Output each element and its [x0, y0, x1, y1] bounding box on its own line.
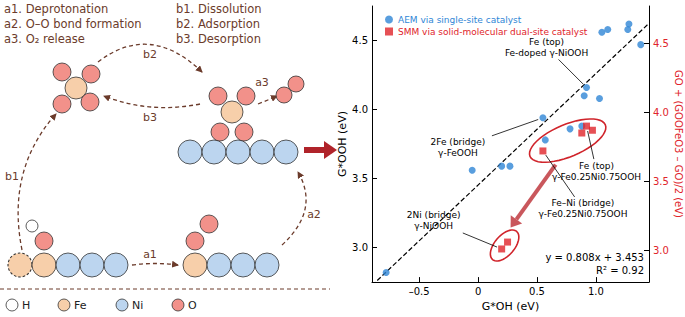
svg-text:Ni: Ni	[132, 299, 143, 312]
svg-text:SMM via solid-molecular dual-s: SMM via solid-molecular dual-site cataly…	[398, 27, 588, 37]
svg-text:γ-Fe0.25Ni0.75OOH: γ-Fe0.25Ni0.75OOH	[538, 209, 627, 219]
svg-text:0.5: 0.5	[529, 286, 545, 297]
svg-text:G*OOH (eV): G*OOH (eV)	[336, 111, 349, 177]
svg-text:Fe–Ni (bridge): Fe–Ni (bridge)	[552, 198, 615, 208]
svg-text:0: 0	[475, 286, 481, 297]
svg-text:2Fe (bridge): 2Fe (bridge)	[431, 137, 486, 147]
svg-text:3.5: 3.5	[352, 173, 368, 184]
svg-text:y = 0.808x + 3.453: y = 0.808x + 3.453	[545, 252, 644, 263]
svg-text:a3. O₂ release: a3. O₂ release	[4, 32, 85, 46]
svg-text:4.0: 4.0	[653, 107, 669, 118]
svg-text:b3. Desorption: b3. Desorption	[176, 32, 261, 46]
svg-text:G*OH (eV): G*OH (eV)	[482, 300, 539, 313]
svg-text:b3: b3	[143, 111, 157, 124]
svg-text:GO + (GOOFeO3 – GO)/2 (eV): GO + (GOOFeO3 – GO)/2 (eV)	[673, 70, 684, 218]
svg-text:b2: b2	[143, 48, 157, 61]
svg-text:3.5: 3.5	[653, 176, 669, 187]
svg-text:a1. Deprotonation: a1. Deprotonation	[4, 2, 108, 16]
svg-text:a2. O–O bond formation: a2. O–O bond formation	[4, 17, 142, 31]
svg-text:b1. Dissolution: b1. Dissolution	[176, 2, 262, 16]
svg-text:4.0: 4.0	[352, 104, 368, 115]
svg-text:Fe: Fe	[74, 299, 87, 312]
svg-text:Fe (top): Fe (top)	[579, 161, 614, 171]
svg-text:γ-FeOOH: γ-FeOOH	[438, 148, 478, 158]
svg-text:a1: a1	[143, 248, 157, 261]
svg-text:–0.5: –0.5	[409, 286, 430, 297]
svg-text:1.0: 1.0	[588, 286, 604, 297]
svg-text:3.0: 3.0	[352, 242, 368, 253]
svg-text:a3: a3	[255, 76, 269, 89]
svg-text:O: O	[188, 299, 197, 312]
svg-text:γ-NiOOH: γ-NiOOH	[414, 221, 453, 231]
svg-text:a2: a2	[307, 208, 321, 221]
svg-text:Fe (top): Fe (top)	[529, 37, 564, 47]
svg-text:4.5: 4.5	[653, 38, 669, 49]
svg-text:AEM via single-site catalyst: AEM via single-site catalyst	[398, 15, 522, 25]
svg-text:γ-Fe0.25Ni0.75OOH: γ-Fe0.25Ni0.75OOH	[552, 172, 641, 182]
svg-text:H: H	[22, 299, 30, 312]
svg-text:Fe-doped γ-NiOOH: Fe-doped γ-NiOOH	[505, 48, 588, 58]
svg-text:b2. Adsorption: b2. Adsorption	[176, 17, 260, 31]
svg-text:4.5: 4.5	[352, 35, 368, 46]
svg-text:b1: b1	[5, 170, 19, 183]
svg-text:2Ni (bridge): 2Ni (bridge)	[407, 210, 461, 220]
svg-text:R² = 0.92: R² = 0.92	[596, 265, 644, 276]
svg-text:3.0: 3.0	[653, 245, 669, 256]
